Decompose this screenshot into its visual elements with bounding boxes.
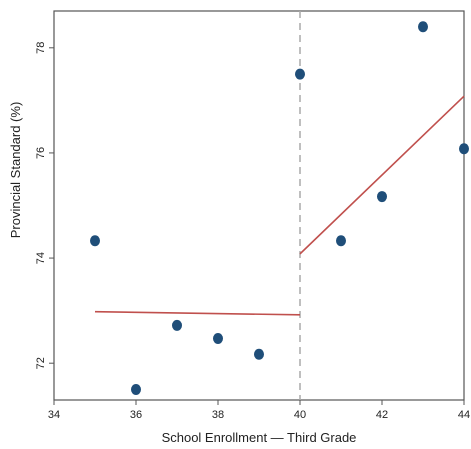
y-tick-label: 74 [35, 252, 47, 264]
fit-lines [94, 95, 465, 316]
fit-line [299, 95, 465, 255]
data-point [254, 348, 264, 360]
data-point [377, 191, 387, 203]
x-tick-label: 36 [130, 409, 142, 421]
x-tick-label: 40 [294, 409, 306, 421]
y-axis-ticks: 72 74 76 78 [35, 42, 54, 369]
data-point [172, 319, 182, 331]
y-tick-label: 72 [35, 357, 47, 369]
x-tick-label: 44 [458, 409, 470, 421]
x-axis-title: School Enrollment — Third Grade [162, 430, 357, 445]
data-point [90, 235, 100, 247]
y-tick-label: 78 [35, 42, 47, 54]
x-tick-label: 34 [48, 409, 60, 421]
x-axis-ticks: 34 36 38 40 42 44 [48, 400, 470, 421]
data-point [336, 235, 346, 247]
data-points [90, 21, 469, 395]
data-point [459, 143, 469, 155]
fit-line [94, 310, 301, 316]
data-point [131, 383, 141, 395]
y-axis-title: Provincial Standard (%) [8, 102, 23, 239]
x-tick-label: 38 [212, 409, 224, 421]
x-tick-label: 42 [376, 409, 388, 421]
y-tick-label: 76 [35, 147, 47, 159]
data-point [213, 332, 223, 344]
data-point [418, 21, 428, 33]
data-point [295, 68, 305, 80]
plot-frame [53, 10, 465, 401]
